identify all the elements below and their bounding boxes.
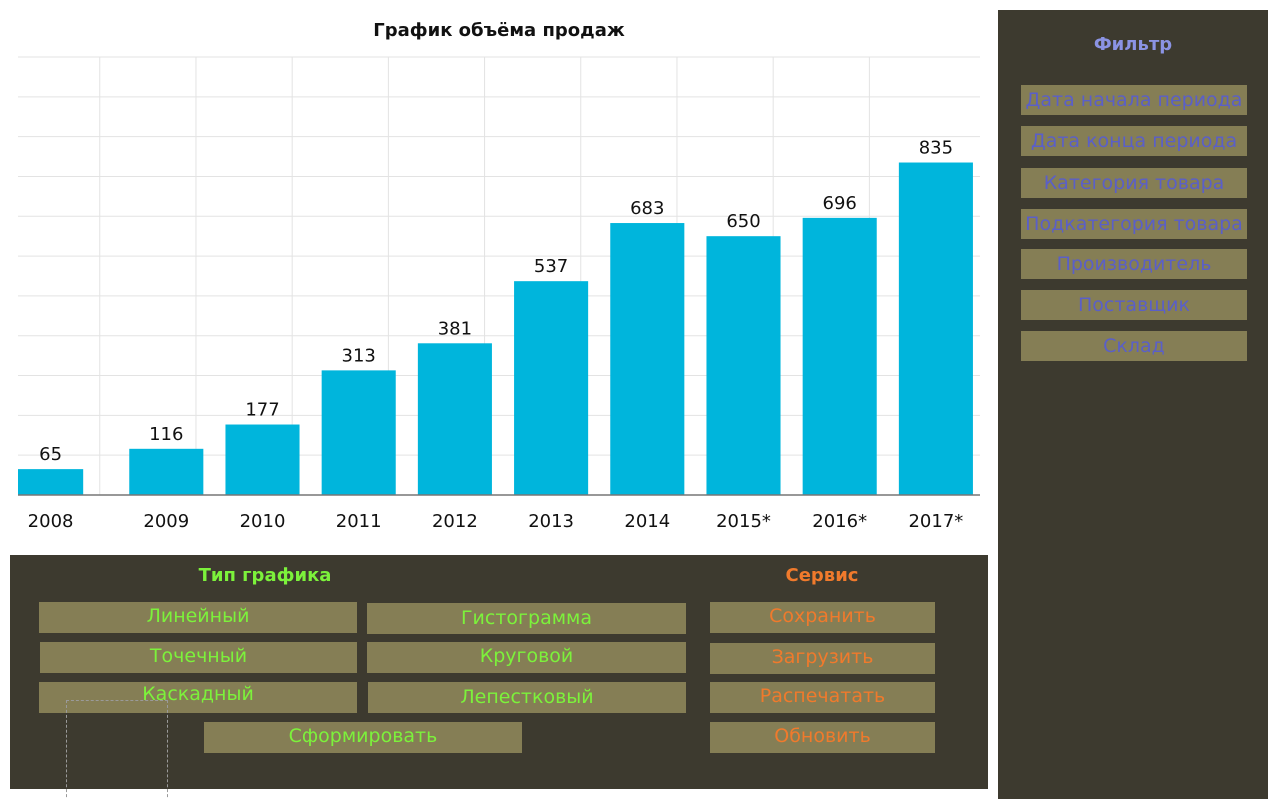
bar-2017-est [898,162,973,495]
save-button[interactable]: Сохранить [710,602,935,633]
radar-chart-button[interactable]: Лепестковый [368,682,686,713]
bar-2011 [321,370,396,495]
x-tick-label: 2016* [812,511,867,532]
filter-warehouse-button[interactable]: Склад [1021,331,1247,361]
filter-title: Фильтр [1093,34,1173,55]
build-chart-button[interactable]: Сформировать [204,722,522,753]
data-label: 116 [149,424,183,445]
filter-subcategory-button[interactable]: Подкатегория товара [1021,209,1247,239]
chart-area: 65 2008 116 2009 177 2010 313 2011 381 2012 537 201… [18,56,980,532]
data-label: 537 [534,256,568,277]
filter-panel: Фильтр Дата начала периода Дата конца пе… [998,10,1268,799]
chart-type-title: Тип графика [198,565,332,586]
x-tick-label: 2013 [528,511,574,532]
filter-start-date-button[interactable]: Дата начала периода [1021,85,1247,115]
x-tick-label: 2009 [143,511,189,532]
filter-supplier-button[interactable]: Поставщик [1021,290,1247,320]
data-label: 177 [245,400,279,421]
bar-2015-est [706,236,781,495]
filter-end-date-button[interactable]: Дата конца периода [1021,126,1247,156]
filter-manufacturer-button[interactable]: Производитель [1021,249,1247,279]
chart-title: График объёма продаж [373,20,625,41]
scatter-chart-button[interactable]: Точечный [40,642,357,673]
data-label: 65 [39,444,62,465]
bar-2008 [18,469,84,495]
line-chart-button[interactable]: Линейный [39,602,357,633]
bar-2013 [514,281,589,495]
x-tick-label: 2012 [432,511,478,532]
histogram-button[interactable]: Гистограмма [367,603,686,634]
data-label: 835 [919,138,953,159]
x-tick-label: 2015* [716,511,771,532]
refresh-button[interactable]: Обновить [710,722,935,753]
filter-category-button[interactable]: Категория товара [1021,168,1247,198]
bar-2016-est [802,217,877,495]
x-tick-label: 2011 [336,511,382,532]
bar-2010 [225,424,300,495]
bar-2009 [129,448,204,495]
x-tick-label: 2014 [624,511,670,532]
sales-bar-chart: 65 2008 116 2009 177 2010 313 2011 381 2012 537 201… [18,56,980,532]
data-label: 381 [438,318,472,339]
data-label: 650 [726,211,760,232]
print-button[interactable]: Распечатать [710,682,935,713]
data-label: 696 [823,193,857,214]
x-tick-label: 2008 [28,511,74,532]
cascade-chart-button[interactable]: Каскадный [39,682,357,713]
data-label: 313 [342,345,376,366]
data-label: 683 [630,198,664,219]
controls-panel: Тип графика Сервис Линейный Гистограмма … [10,555,988,789]
x-tick-label: 2017* [908,511,963,532]
load-button[interactable]: Загрузить [710,643,935,674]
bar-2012 [417,343,492,495]
x-tick-label: 2010 [240,511,286,532]
bar-2014 [610,223,685,496]
service-title: Сервис [785,565,859,586]
pie-chart-button[interactable]: Круговой [367,642,686,673]
